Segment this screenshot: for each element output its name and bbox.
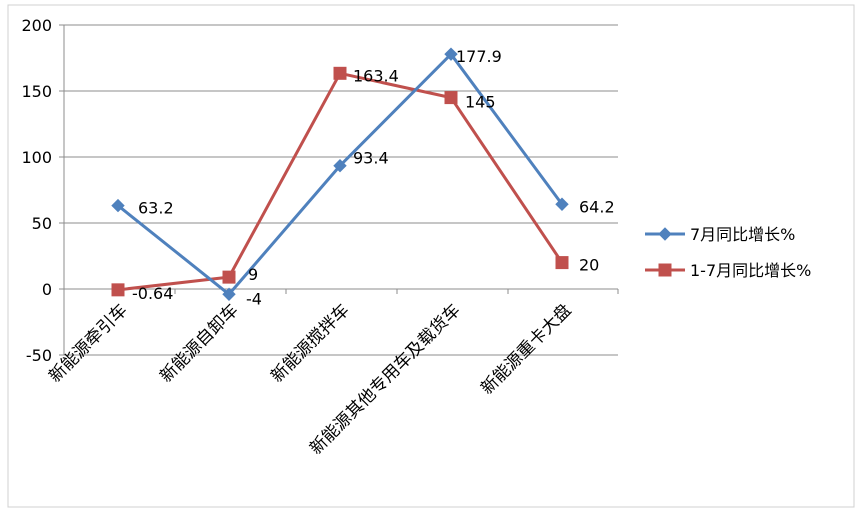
data-labels: 63.2 -4 93.4 177.9 64.2 -0.64 9 163.4 145 20 [132,47,615,308]
y-tick-label: 0 [42,280,52,299]
square-marker [111,283,125,297]
category-label: 新能源重卡大盘 [477,300,575,398]
square-marker [333,66,347,80]
legend-label: 7月同比增长% [690,225,795,244]
y-tick-label: 100 [21,148,52,167]
category-label: 新能源搅拌车 [267,300,353,386]
diamond-marker [222,287,236,301]
square-marker [444,91,458,105]
legend: 7月同比增长% 1-7月同比增长% [645,225,811,280]
square-marker [658,263,672,277]
series-line [117,52,564,296]
chart-border [7,4,855,508]
legend-item: 1-7月同比增长% [645,261,811,280]
square-marker [222,270,236,284]
data-label: 163.4 [353,66,399,85]
diamond-marker [555,197,569,211]
data-label: 145 [465,93,496,112]
data-label: -0.64 [132,284,173,303]
category-label: 新能源牵引车 [45,300,131,386]
data-label: 20 [579,256,599,275]
y-axis-ticks: 200 150 100 50 0 -50 [21,16,52,365]
series-lines [111,47,569,301]
data-label: 177.9 [456,47,502,66]
gridlines [64,24,618,356]
data-label: 93.4 [353,149,389,168]
series-monthly [111,47,569,301]
category-label: 新能源自卸车 [156,300,242,386]
data-label: -4 [246,289,262,308]
diamond-marker [444,47,458,61]
data-label: 9 [248,265,258,284]
series-cumulative [111,66,569,297]
diamond-marker [333,159,347,173]
legend-label: 1-7月同比增长% [690,261,811,280]
diamond-marker [111,198,125,213]
y-tick-label: 50 [32,214,52,233]
data-label: 63.2 [138,199,174,218]
legend-item: 7月同比增长% [645,225,795,244]
square-marker [555,256,569,270]
data-label: 64.2 [579,197,615,216]
axes [59,24,619,356]
y-tick-label: 150 [21,82,52,101]
y-tick-label: 200 [21,16,52,35]
diamond-marker [658,227,672,241]
y-tick-label: -50 [26,346,52,365]
